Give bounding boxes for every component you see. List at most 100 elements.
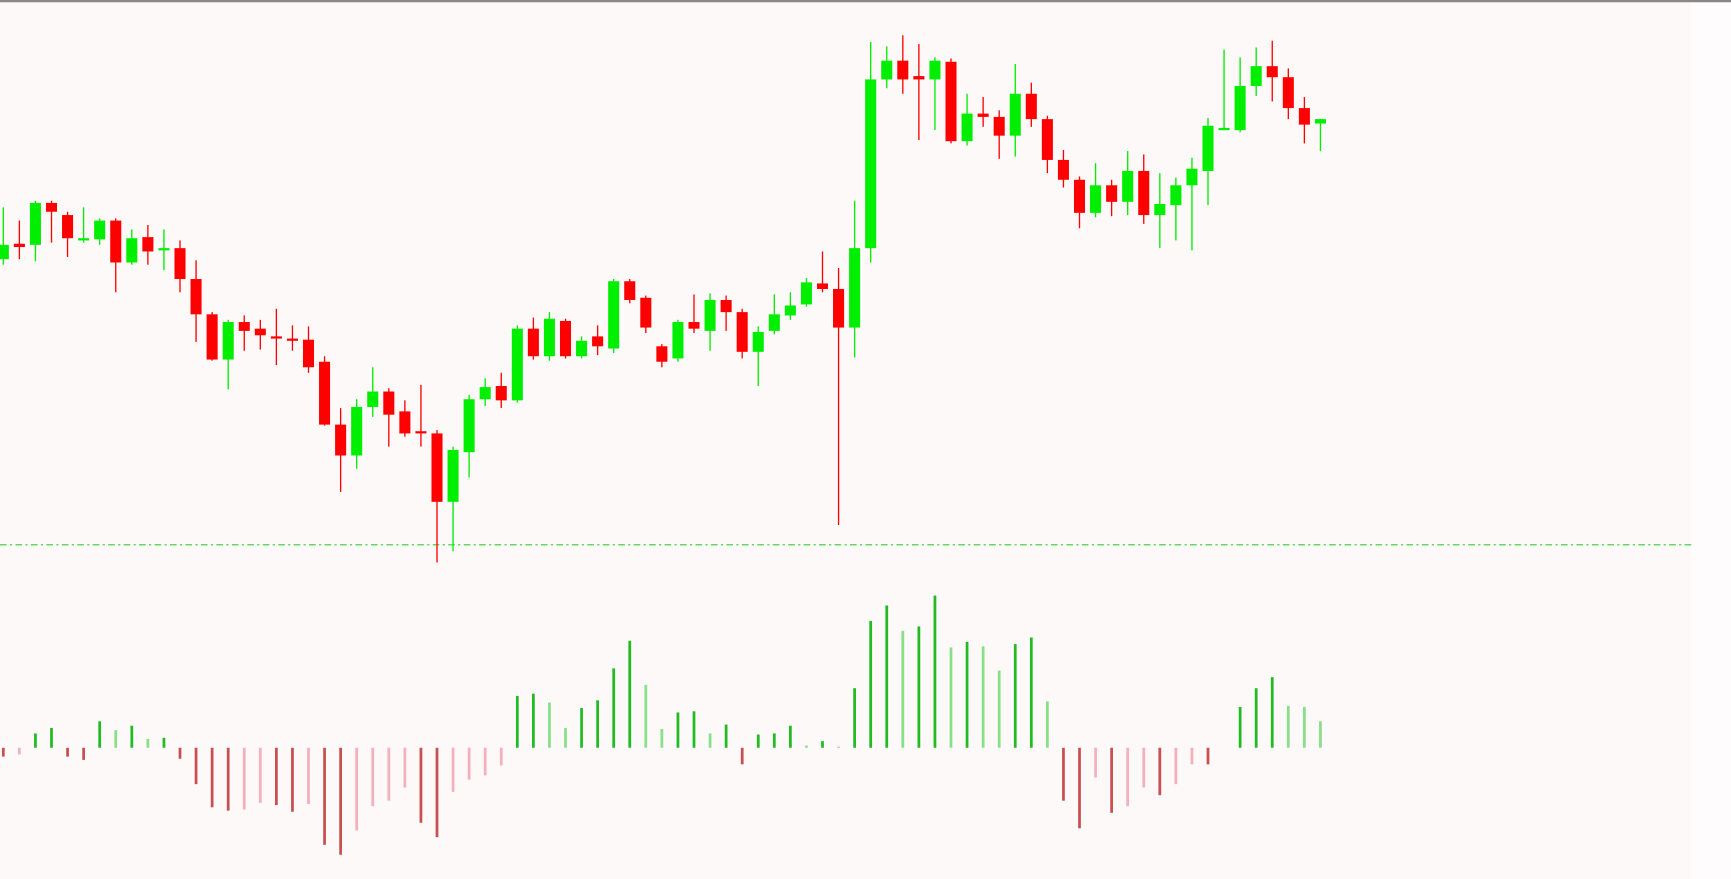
- histogram-bar: [564, 727, 567, 748]
- candle-body: [511, 328, 523, 401]
- candle-body: [0, 244, 9, 260]
- histogram-bar: [740, 747, 744, 765]
- histogram-bar: [1, 747, 5, 757]
- candle-body: [1073, 179, 1086, 213]
- candle-body: [94, 220, 106, 240]
- candle-body: [897, 60, 909, 80]
- candle-body: [1186, 168, 1198, 186]
- candle-body: [254, 328, 266, 336]
- histogram-bar: [756, 734, 760, 748]
- candle-body: [624, 281, 636, 300]
- candle-body: [495, 386, 507, 401]
- candle-body: [1250, 66, 1262, 87]
- candle-body: [913, 76, 925, 80]
- candle-body: [415, 431, 427, 434]
- histogram-bar: [949, 647, 953, 748]
- histogram-bar: [483, 747, 487, 776]
- histogram-bar: [146, 738, 150, 748]
- candle-body: [463, 399, 475, 453]
- histogram-bar: [660, 729, 664, 748]
- histogram-bar: [274, 747, 278, 806]
- histogram-bar: [724, 724, 728, 748]
- histogram-bar: [242, 747, 246, 810]
- candle-body: [527, 328, 539, 357]
- histogram-bar: [548, 702, 551, 748]
- candle-body: [800, 282, 812, 305]
- candle-body: [174, 248, 186, 280]
- candle-body: [768, 314, 780, 331]
- candle-body: [849, 248, 861, 328]
- candle-body: [319, 361, 331, 425]
- candle-body: [784, 305, 796, 316]
- candle-body: [1041, 119, 1053, 160]
- histogram-bar: [1254, 688, 1258, 748]
- candle-body: [1218, 127, 1230, 131]
- histogram-bar: [821, 741, 824, 748]
- histogram-bar: [291, 747, 294, 812]
- histogram-bar: [210, 747, 214, 808]
- histogram-bar: [162, 737, 166, 748]
- candle-body: [736, 312, 748, 352]
- candle-body: [559, 320, 572, 357]
- histogram-bar: [371, 747, 375, 807]
- candle-body: [720, 299, 732, 313]
- candle-body: [1298, 108, 1310, 125]
- histogram-bar: [1174, 747, 1178, 785]
- candle-body: [45, 202, 58, 212]
- histogram-bar: [612, 668, 616, 748]
- histogram-bar: [226, 747, 230, 811]
- candle-body: [302, 339, 315, 368]
- candle-body: [126, 238, 138, 263]
- histogram-bar: [50, 727, 53, 748]
- histogram-bar: [258, 747, 262, 803]
- histogram-bar: [17, 747, 21, 755]
- histogram-bar: [1206, 747, 1210, 765]
- histogram-bar: [34, 733, 37, 748]
- candle-body: [1138, 170, 1150, 216]
- histogram-bar: [788, 725, 792, 748]
- histogram-bar: [178, 747, 182, 759]
- histogram-bar: [1142, 747, 1146, 788]
- histogram-bar: [435, 747, 439, 838]
- histogram-bar: [1126, 747, 1130, 807]
- histogram-bar: [1286, 705, 1290, 748]
- histogram-bar: [869, 620, 873, 748]
- candle-body: [62, 215, 74, 239]
- candle-body: [688, 322, 700, 329]
- histogram-bar: [1029, 637, 1033, 748]
- histogram-bar: [644, 684, 648, 748]
- candle-body: [1266, 66, 1278, 78]
- histogram-bar: [499, 747, 503, 766]
- histogram-bar: [339, 747, 343, 855]
- candle-body: [961, 113, 973, 142]
- candle-body: [833, 288, 845, 328]
- candle-body: [399, 411, 411, 434]
- candle-body: [29, 202, 41, 245]
- histogram-bar: [98, 721, 102, 748]
- histogram-bar: [805, 745, 808, 748]
- histogram-bar: [387, 747, 391, 801]
- histogram-bar: [965, 641, 969, 748]
- histogram-bar: [917, 626, 921, 748]
- candle-body: [447, 449, 459, 502]
- candle-body: [1057, 159, 1069, 180]
- histogram-bar: [853, 688, 857, 748]
- candle-body: [1025, 93, 1037, 120]
- histogram-bar: [515, 695, 519, 748]
- candle-body: [13, 243, 25, 248]
- candle-body: [1282, 77, 1294, 109]
- candle-body: [704, 299, 716, 331]
- candle-body: [592, 336, 604, 347]
- candle-body: [78, 238, 90, 241]
- histogram-bar: [1270, 677, 1274, 748]
- candle-body: [367, 391, 379, 407]
- candle-body: [238, 322, 250, 331]
- histogram-bar: [194, 747, 198, 785]
- histogram-bar: [451, 747, 455, 792]
- candle-body: [1122, 170, 1134, 202]
- candle-body: [865, 79, 877, 249]
- histogram-bar: [467, 747, 471, 780]
- candle-body: [190, 279, 202, 315]
- candle-body: [142, 237, 154, 252]
